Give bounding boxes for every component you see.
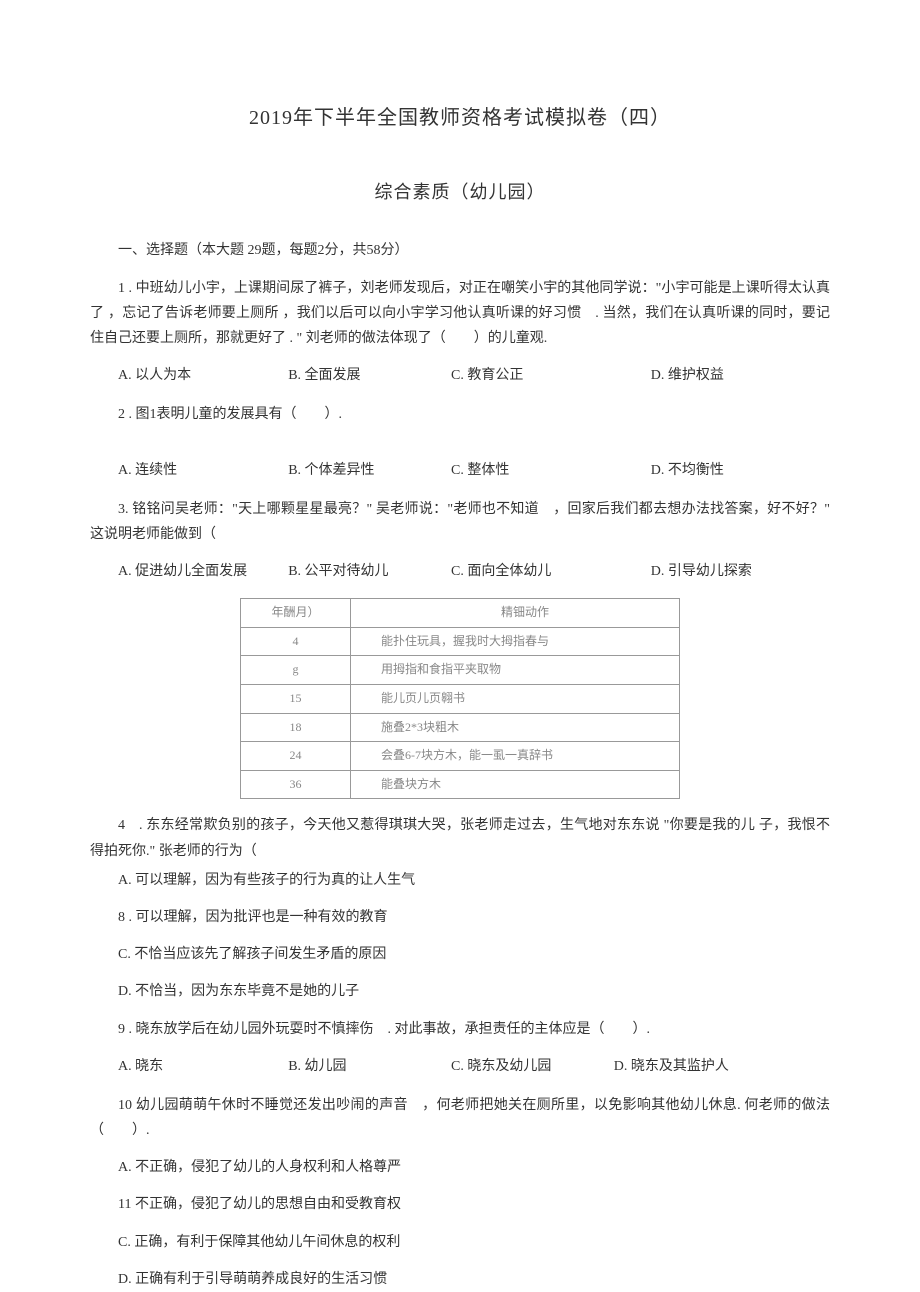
- table-header-col1: 年酬月）: [241, 599, 351, 628]
- q1-opt-b: B. 全面发展: [260, 363, 423, 388]
- table-row: 18施叠2*3块粗木: [241, 713, 680, 742]
- question-1: 1 . 中班幼儿小宇，上课期间尿了裤子，刘老师发现后，对正在嘲笑小宇的其他同学说…: [90, 276, 830, 352]
- q10-opt-c: C. 正确，有利于保障其他幼儿午间休息的权利: [90, 1230, 830, 1255]
- main-title: 2019年下半年全国教师资格考试模拟卷（四）: [90, 100, 830, 136]
- subtitle: 综合素质（幼儿园）: [90, 176, 830, 208]
- q9-opt-b: B. 幼儿园: [260, 1054, 423, 1079]
- q2-opt-d: D. 不均衡性: [623, 458, 830, 483]
- q2-opt-c: C. 整体性: [423, 458, 623, 483]
- question-9: 9 . 晓东放学后在幼儿园外玩耍时不慎摔伤 . 对此事故，承担责任的主体应是（ …: [90, 1017, 830, 1042]
- cell: 能叠块方木: [351, 770, 680, 799]
- cell: 36: [241, 770, 351, 799]
- q10-opt-a: A. 不正确，侵犯了幼儿的人身权利和人格尊严: [90, 1155, 830, 1180]
- table-row: 4能扑住玩具，握我时大拇指春与: [241, 627, 680, 656]
- q3-opt-c: C. 面向全体幼儿: [423, 559, 623, 584]
- q4-opt-a: A. 可以理解，因为有些孩子的行为真的让人生气: [90, 868, 830, 893]
- cell: 4: [241, 627, 351, 656]
- cell: 18: [241, 713, 351, 742]
- q9-opt-d: D. 晓东及其监护人: [586, 1054, 830, 1079]
- q1-opt-c: C. 教育公正: [423, 363, 623, 388]
- q1-opt-d: D. 维护权益: [623, 363, 830, 388]
- q4-opt-d: D. 不恰当，因为东东毕竟不是她的儿子: [90, 979, 830, 1004]
- section-header: 一、选择题（本大题 29题，每题2分，共58分）: [90, 238, 830, 263]
- table-row: 15能儿页儿页翱书: [241, 685, 680, 714]
- question-2: 2 . 图1表明儿童的发展具有（ ）.: [90, 402, 830, 427]
- cell: 能扑住玩具，握我时大拇指春与: [351, 627, 680, 656]
- question-10: 10 幼儿园萌萌午休时不睡觉还发出吵闹的声音 ，何老师把她关在厕所里，以免影响其…: [90, 1093, 830, 1143]
- cell: 施叠2*3块粗木: [351, 713, 680, 742]
- table-row: g用拇指和食指平夹取物: [241, 656, 680, 685]
- question-3: 3. 铭铭问吴老师："天上哪颗星星最亮？" 吴老师说："老师也不知道 ，回家后我…: [90, 497, 830, 547]
- table-header-col2: 精钿动作: [351, 599, 680, 628]
- development-table: 年酬月） 精钿动作 4能扑住玩具，握我时大拇指春与 g用拇指和食指平夹取物 15…: [240, 598, 680, 799]
- q3-opt-b: B. 公平对待幼儿: [260, 559, 423, 584]
- cell: 15: [241, 685, 351, 714]
- q4-opt-c: C. 不恰当应该先了解孩子间发生矛盾的原因: [90, 942, 830, 967]
- cell: g: [241, 656, 351, 685]
- q3-opt-d: D. 引导幼儿探索: [623, 559, 830, 584]
- table-header-row: 年酬月） 精钿动作: [241, 599, 680, 628]
- q9-opt-c: C. 晓东及幼儿园: [423, 1054, 586, 1079]
- q9-opt-a: A. 晓东: [90, 1054, 260, 1079]
- q10-opt-d: D. 正确有利于引导萌萌养成良好的生活习惯: [90, 1267, 830, 1292]
- q1-opt-a: A. 以人为本: [90, 363, 260, 388]
- question-9-options: A. 晓东 B. 幼儿园 C. 晓东及幼儿园 D. 晓东及其监护人: [90, 1054, 830, 1079]
- question-3-options: A. 促进幼儿全面发展 B. 公平对待幼儿 C. 面向全体幼儿 D. 引导幼儿探…: [90, 559, 830, 584]
- table-row: 24会叠6-7块方木，能一虱一真辞书: [241, 742, 680, 771]
- cell: 用拇指和食指平夹取物: [351, 656, 680, 685]
- question-2-options: A. 连续性 B. 个体差异性 C. 整体性 D. 不均衡性: [90, 458, 830, 483]
- q10-opt-b: 11 不正确，侵犯了幼儿的思想自由和受教育权: [90, 1192, 830, 1217]
- q3-opt-a: A. 促进幼儿全面发展: [90, 559, 260, 584]
- cell: 能儿页儿页翱书: [351, 685, 680, 714]
- cell: 24: [241, 742, 351, 771]
- question-4: 4 . 东东经常欺负别的孩子，今天他又惹得琪琪大哭，张老师走过去，生气地对东东说…: [90, 813, 830, 863]
- q2-opt-b: B. 个体差异性: [260, 458, 423, 483]
- table-row: 36能叠块方木: [241, 770, 680, 799]
- q4-opt-b: 8 . 可以理解，因为批评也是一种有效的教育: [90, 905, 830, 930]
- q2-opt-a: A. 连续性: [90, 458, 260, 483]
- question-1-options: A. 以人为本 B. 全面发展 C. 教育公正 D. 维护权益: [90, 363, 830, 388]
- cell: 会叠6-7块方木，能一虱一真辞书: [351, 742, 680, 771]
